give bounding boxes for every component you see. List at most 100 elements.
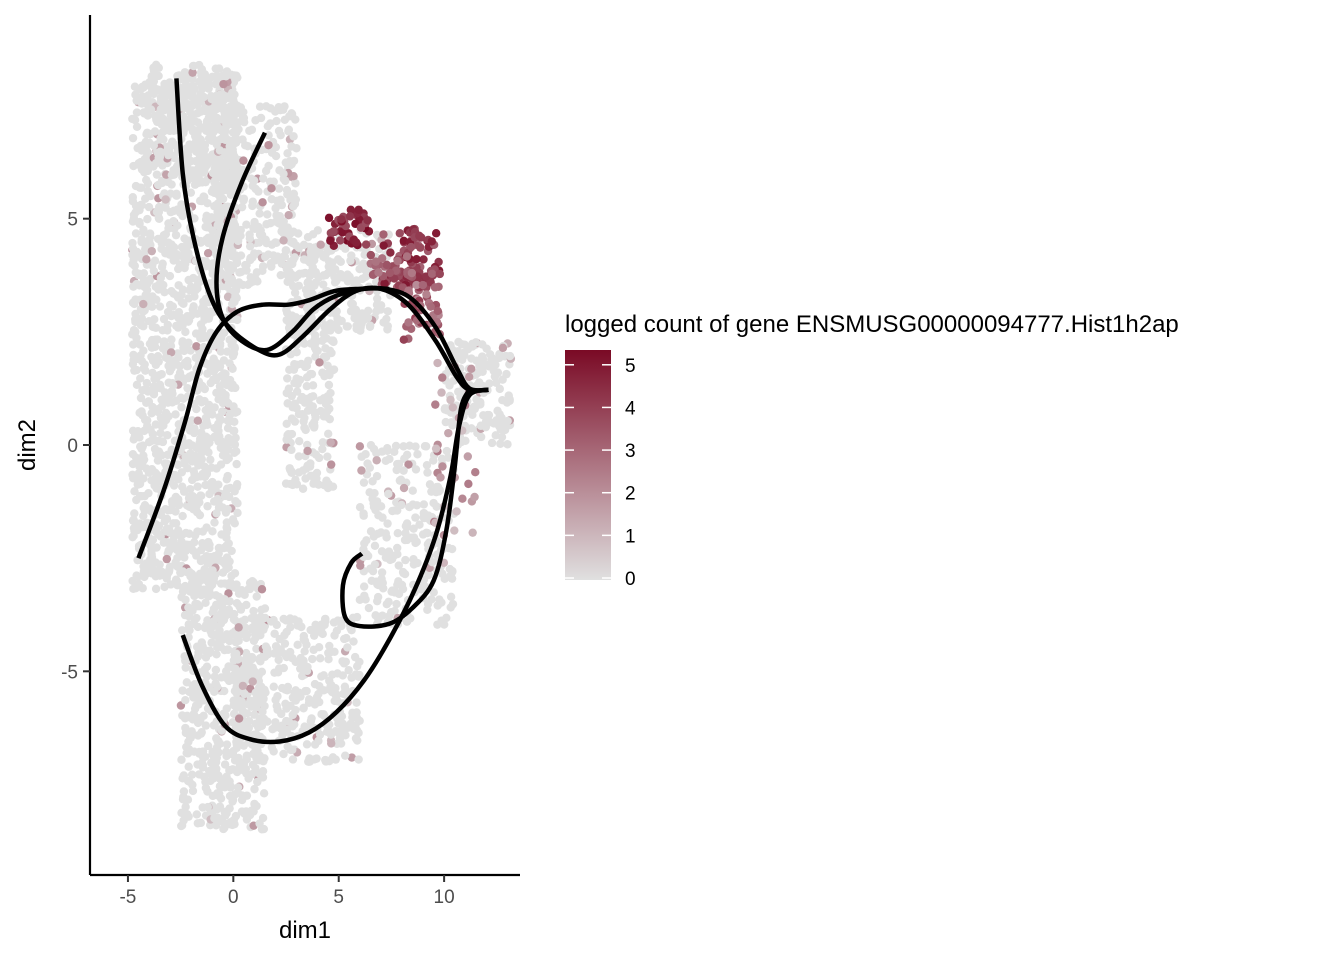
cell-point — [366, 250, 376, 260]
cell-point — [236, 103, 246, 112]
cell-point — [297, 622, 306, 632]
cell-point — [201, 480, 210, 490]
cell-point — [221, 185, 231, 195]
cell-point — [263, 210, 272, 219]
cell-point — [355, 442, 365, 451]
cell-point — [435, 269, 445, 279]
cell-point — [230, 756, 240, 765]
cell-point — [201, 413, 211, 423]
trajectory-curve — [214, 131, 390, 353]
cell-point — [447, 418, 456, 427]
cell-point — [128, 516, 138, 525]
y-axis-title: dim2 — [14, 419, 41, 471]
cell-point — [220, 167, 230, 176]
cell-point — [444, 428, 453, 438]
cell-point — [295, 437, 304, 446]
cell-point — [381, 529, 390, 538]
cell-point — [151, 584, 161, 594]
cell-point — [394, 589, 404, 599]
cell-point — [406, 242, 416, 252]
cell-point — [287, 429, 297, 439]
cell-point — [377, 568, 387, 577]
cell-point — [252, 592, 261, 601]
cell-point — [232, 447, 241, 456]
cell-point — [164, 354, 173, 364]
cell-point — [337, 215, 346, 224]
cell-point — [177, 592, 186, 602]
cell-point — [356, 561, 365, 570]
cell-point — [427, 269, 437, 279]
cell-point — [319, 271, 328, 280]
cell-point — [485, 350, 495, 359]
cell-point — [361, 595, 370, 604]
cell-point — [242, 220, 251, 229]
cell-point — [189, 505, 198, 514]
cell-point — [299, 703, 308, 713]
cell-point — [139, 455, 149, 464]
cell-point — [234, 623, 243, 632]
cell-point — [166, 348, 176, 357]
cell-point — [234, 698, 243, 708]
cell-point — [343, 723, 353, 732]
cell-point — [172, 291, 182, 300]
cell-point — [404, 460, 413, 469]
cell-point — [142, 464, 151, 473]
cell-point — [365, 488, 374, 497]
cell-point — [221, 488, 231, 497]
cell-point — [230, 440, 240, 449]
x-axis-title: dim1 — [279, 917, 331, 944]
cell-point — [232, 649, 241, 658]
cell-point — [171, 507, 180, 516]
cell-point — [186, 449, 195, 458]
cell-point — [199, 297, 209, 306]
cell-point — [279, 749, 288, 759]
cell-point — [156, 413, 166, 423]
cell-point — [319, 352, 329, 362]
cell-point — [216, 579, 226, 588]
cell-point — [196, 818, 206, 828]
cell-point — [318, 444, 327, 454]
cell-point — [128, 459, 138, 469]
cell-point — [160, 287, 169, 297]
cell-point — [200, 462, 209, 471]
cell-point — [233, 783, 243, 792]
cell-point — [220, 811, 230, 820]
cell-point — [442, 446, 452, 456]
cell-point — [144, 202, 154, 212]
cell-point — [258, 198, 267, 207]
cell-point — [186, 282, 196, 292]
cell-point — [220, 645, 229, 655]
cell-point — [211, 665, 221, 675]
cell-point — [261, 688, 270, 697]
cell-point — [139, 511, 148, 521]
cell-point — [413, 450, 422, 459]
cell-point — [299, 417, 308, 426]
cell-point — [166, 341, 176, 351]
cell-point — [184, 493, 194, 503]
cell-point — [301, 474, 310, 483]
cell-point — [203, 420, 212, 429]
cell-point — [324, 213, 334, 223]
cell-point — [423, 605, 432, 614]
cell-point — [445, 564, 455, 574]
cell-point — [322, 334, 331, 343]
cell-point — [171, 519, 181, 528]
cell-point — [212, 71, 222, 81]
cell-point — [393, 543, 402, 553]
cell-point — [210, 814, 219, 823]
cell-point — [135, 462, 144, 472]
cell-point — [175, 540, 184, 550]
cell-point — [128, 449, 138, 459]
cell-point — [219, 615, 229, 625]
cell-point — [457, 340, 466, 349]
cell-point — [292, 480, 302, 489]
cell-point — [393, 528, 402, 538]
cell-point — [332, 276, 341, 285]
cell-point — [321, 755, 330, 765]
cell-point — [347, 753, 357, 762]
cell-point — [248, 201, 257, 211]
cell-point — [289, 202, 298, 211]
cell-point — [310, 410, 320, 419]
cell-point — [229, 175, 239, 185]
cell-point — [247, 613, 256, 623]
